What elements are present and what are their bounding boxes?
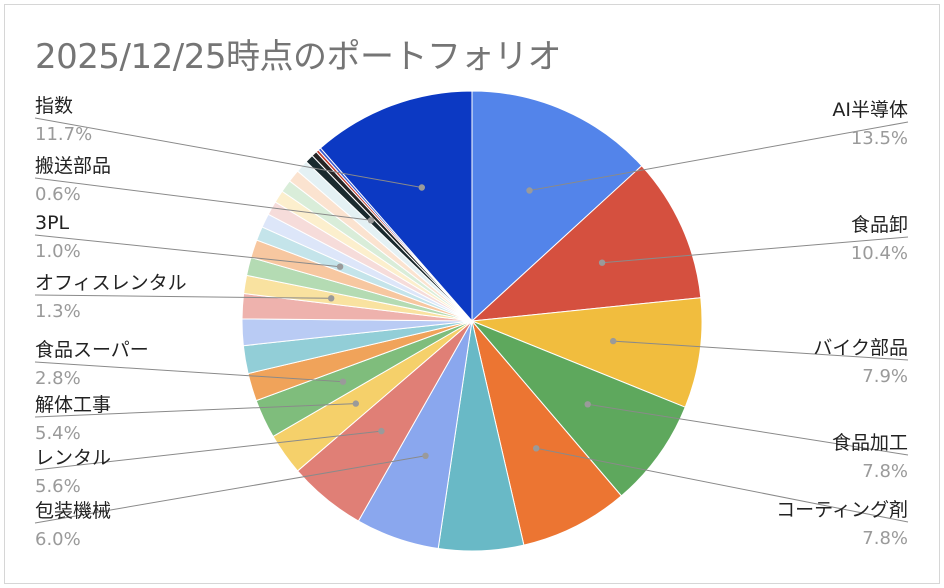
leader-line	[602, 236, 909, 264]
leader-dot	[584, 401, 591, 408]
leader-dot	[352, 400, 359, 407]
leader-line	[536, 447, 909, 523]
slice-label: バイク部品	[813, 337, 908, 359]
slice-label: レンタル	[35, 447, 111, 469]
slice-percent: 5.6%	[35, 476, 81, 497]
leader-line	[613, 340, 909, 361]
slice-percent: 13.5%	[851, 128, 908, 149]
slice-label: 指数	[35, 95, 73, 117]
slice-percent: 0.6%	[35, 184, 81, 205]
leader-line	[34, 294, 332, 299]
leader-dot	[339, 378, 347, 385]
leader-line	[34, 117, 422, 188]
slice-label: 食品スーパー	[35, 339, 149, 361]
slice-percent: 5.4%	[35, 423, 81, 444]
pie-slices	[241, 90, 703, 552]
leader-line	[529, 121, 909, 191]
pie-slice-3	[471, 320, 686, 497]
leader-dot	[533, 445, 540, 452]
slice-labels: AI半導体 13.5% 食品卸 10.4% バイク部品 7.9% 食品加工 7.8% コーティン…	[35, 95, 908, 550]
leader-line	[34, 455, 426, 524]
leader-dot	[422, 452, 429, 459]
leader-dot	[378, 427, 385, 435]
slice-label: AI半導体	[832, 99, 908, 121]
leader-dot	[598, 259, 606, 266]
slice-percent: 7.8%	[862, 528, 908, 549]
pie-slice-1	[470, 165, 702, 322]
slice-label: 食品卸	[851, 214, 908, 236]
slice-label: 解体工事	[35, 394, 111, 416]
pie-slice-0	[471, 90, 643, 323]
pie-slice-2	[471, 297, 703, 408]
slice-label: 食品加工	[832, 432, 908, 454]
leader-line	[34, 177, 372, 221]
slice-percent: 1.0%	[35, 241, 81, 262]
leader-line	[34, 403, 356, 418]
leader-dot	[367, 217, 375, 224]
leader-dot	[418, 184, 425, 191]
slice-label: 搬送部品	[35, 155, 111, 177]
leader-dot	[610, 337, 617, 345]
leader-dot	[336, 263, 344, 270]
leader-dot	[526, 187, 533, 194]
slice-label: 包装機械	[35, 500, 111, 522]
slice-percent: 10.4%	[851, 243, 908, 264]
leader-line	[34, 430, 382, 471]
leader-line	[34, 361, 344, 383]
slice-label: 3PL	[35, 212, 70, 234]
slice-label: コーティング剤	[776, 499, 908, 521]
slice-percent: 6.0%	[35, 529, 81, 550]
leader-line	[34, 234, 341, 268]
pie-slice-28	[319, 90, 473, 323]
leader-line	[587, 403, 909, 456]
slice-percent: 1.3%	[35, 301, 81, 322]
slice-percent: 7.9%	[862, 366, 908, 387]
leader-dot	[328, 295, 335, 302]
slice-percent: 11.7%	[35, 124, 92, 145]
leader-lines	[34, 117, 909, 524]
slice-percent: 2.8%	[35, 368, 81, 389]
pie-slice-4	[471, 320, 623, 546]
chart-title: 2025/12/25時点のポートフォリオ	[35, 37, 561, 77]
slice-label: オフィスレンタル	[35, 272, 187, 294]
slice-percent: 7.8%	[862, 461, 908, 482]
